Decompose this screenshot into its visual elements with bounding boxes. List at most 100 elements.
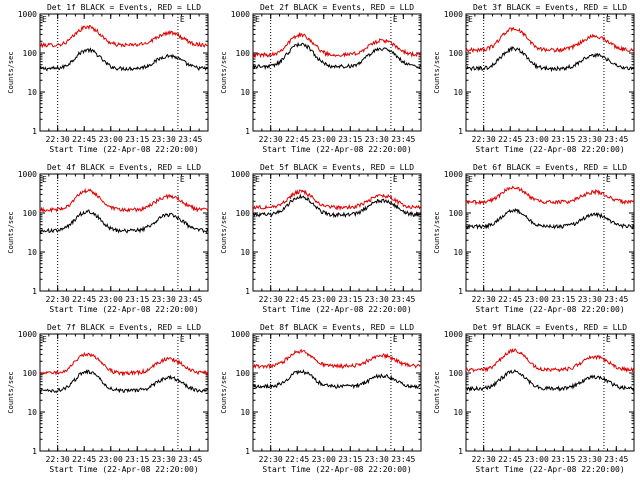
x-axis-label: Start Time (22-Apr-08 22:20:00) bbox=[475, 145, 624, 154]
x-tick-label: 23:45 bbox=[391, 295, 415, 304]
flag-label-right: E bbox=[606, 15, 611, 24]
x-tick-label: 23:15 bbox=[338, 135, 362, 144]
plot-frame bbox=[465, 333, 635, 452]
x-tick-label: 23:15 bbox=[338, 295, 362, 304]
x-tick-label: 22:30 bbox=[259, 135, 283, 144]
flag-label-right: E bbox=[606, 335, 611, 344]
x-tick-label: 22:30 bbox=[46, 135, 70, 144]
panel-title: Det 6f BLACK = Events, RED = LLD bbox=[473, 163, 627, 172]
events-series-line bbox=[39, 47, 209, 72]
x-tick-label: 22:45 bbox=[72, 455, 96, 464]
y-tick-label: 1 bbox=[458, 127, 463, 136]
lld-series-line bbox=[39, 351, 209, 377]
y-axis-label: Counts/sec bbox=[7, 211, 15, 253]
y-tick-label: 100 bbox=[23, 49, 38, 58]
x-tick-label: 23:45 bbox=[604, 295, 628, 304]
lld-series-line bbox=[39, 187, 209, 214]
x-tick-label: 23:30 bbox=[578, 295, 602, 304]
panel-title: Det 9f BLACK = Events, RED = LLD bbox=[473, 323, 627, 332]
plot-frame bbox=[39, 333, 209, 452]
y-tick-label: 1 bbox=[32, 287, 37, 296]
plot-frame bbox=[252, 13, 422, 132]
x-tick-label: 23:15 bbox=[551, 455, 575, 464]
events-series-line bbox=[252, 41, 422, 71]
x-tick-label: 23:30 bbox=[365, 135, 389, 144]
x-axis-label: Start Time (22-Apr-08 22:20:00) bbox=[475, 305, 624, 314]
x-tick-label: 22:30 bbox=[259, 295, 283, 304]
lld-series-line bbox=[252, 31, 422, 59]
events-series-line bbox=[252, 369, 422, 390]
x-axis-label: Start Time (22-Apr-08 22:20:00) bbox=[49, 465, 198, 474]
y-tick-label: 100 bbox=[236, 49, 251, 58]
x-tick-label: 23:00 bbox=[525, 135, 549, 144]
events-series-line bbox=[466, 45, 635, 73]
y-tick-label: 1 bbox=[245, 447, 250, 456]
x-tick-label: 22:45 bbox=[285, 135, 309, 144]
y-axis-label: Counts/sec bbox=[220, 211, 228, 253]
y-tick-label: 10 bbox=[240, 408, 250, 417]
x-axis-label: Start Time (22-Apr-08 22:20:00) bbox=[475, 465, 624, 474]
flag-label-left: E bbox=[42, 15, 47, 24]
flag-label-left: E bbox=[468, 335, 473, 344]
x-tick-label: 22:45 bbox=[498, 455, 522, 464]
y-tick-label: 1000 bbox=[444, 330, 463, 339]
y-tick-label: 1000 bbox=[444, 170, 463, 179]
x-tick-label: 23:15 bbox=[125, 295, 149, 304]
y-axis-label: Counts/sec bbox=[220, 51, 228, 93]
x-tick-label: 23:45 bbox=[178, 455, 202, 464]
plot-frame bbox=[465, 173, 635, 292]
x-tick-label: 23:00 bbox=[99, 455, 123, 464]
y-tick-label: 100 bbox=[23, 209, 38, 218]
x-tick-label: 23:45 bbox=[604, 135, 628, 144]
x-tick-label: 23:30 bbox=[365, 295, 389, 304]
y-tick-label: 100 bbox=[23, 369, 38, 378]
plot-frame bbox=[252, 173, 422, 292]
y-axis-label: Counts/sec bbox=[433, 211, 441, 253]
y-tick-label: 10 bbox=[453, 408, 463, 417]
flag-label-left: E bbox=[42, 175, 47, 184]
x-tick-label: 23:00 bbox=[525, 295, 549, 304]
x-tick-label: 23:30 bbox=[365, 455, 389, 464]
x-tick-label: 23:00 bbox=[525, 455, 549, 464]
x-axis-label: Start Time (22-Apr-08 22:20:00) bbox=[262, 465, 411, 474]
x-axis-label: Start Time (22-Apr-08 22:20:00) bbox=[262, 305, 411, 314]
x-tick-label: 22:45 bbox=[498, 135, 522, 144]
flag-label-left: E bbox=[468, 175, 473, 184]
y-tick-label: 100 bbox=[449, 209, 464, 218]
flag-label-right: E bbox=[393, 335, 398, 344]
x-tick-label: 22:30 bbox=[46, 295, 70, 304]
y-tick-label: 1 bbox=[32, 127, 37, 136]
detector-panel-9: Det 9f BLACK = Events, RED = LLD 1 10 100 10… bbox=[433, 323, 635, 474]
detector-panel-1: Det 1f BLACK = Events, RED = LLD 1 10 100 10… bbox=[7, 3, 209, 154]
events-series-line bbox=[465, 207, 635, 230]
y-tick-label: 1000 bbox=[231, 170, 250, 179]
lld-series-line bbox=[39, 24, 209, 49]
x-tick-label: 22:30 bbox=[472, 295, 496, 304]
detector-panel-5: Det 5f BLACK = Events, RED = LLD 1 10 100 10… bbox=[220, 163, 422, 314]
x-tick-label: 23:30 bbox=[578, 455, 602, 464]
y-tick-label: 1000 bbox=[18, 170, 37, 179]
y-tick-label: 100 bbox=[449, 49, 464, 58]
y-axis-label: Counts/sec bbox=[7, 51, 15, 93]
flag-label-right: E bbox=[606, 175, 611, 184]
y-tick-label: 100 bbox=[449, 369, 464, 378]
panel-title: Det 8f BLACK = Events, RED = LLD bbox=[260, 323, 414, 332]
detector-panel-2: Det 2f BLACK = Events, RED = LLD 1 10 100 10… bbox=[220, 3, 422, 154]
detector-panel-3: Det 3f BLACK = Events, RED = LLD 1 10 100 10… bbox=[433, 3, 635, 154]
x-tick-label: 22:45 bbox=[285, 455, 309, 464]
x-tick-label: 23:30 bbox=[152, 455, 176, 464]
panel-title: Det 3f BLACK = Events, RED = LLD bbox=[473, 3, 627, 12]
x-tick-label: 23:00 bbox=[99, 295, 123, 304]
y-tick-label: 1 bbox=[245, 287, 250, 296]
x-tick-label: 23:30 bbox=[152, 295, 176, 304]
lld-series-line bbox=[465, 185, 635, 206]
x-tick-label: 22:30 bbox=[472, 135, 496, 144]
detector-panel-4: Det 4f BLACK = Events, RED = LLD 1 10 100 10… bbox=[7, 163, 209, 314]
y-tick-label: 10 bbox=[240, 248, 250, 257]
x-tick-label: 23:45 bbox=[178, 295, 202, 304]
flag-label-left: E bbox=[255, 335, 260, 344]
lld-series-line bbox=[465, 347, 635, 373]
y-tick-label: 10 bbox=[27, 248, 37, 257]
panel-title: Det 2f BLACK = Events, RED = LLD bbox=[260, 3, 414, 12]
